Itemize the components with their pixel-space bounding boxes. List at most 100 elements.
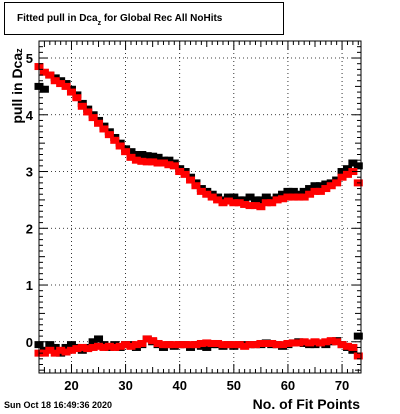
data-point-series-1 (283, 193, 293, 201)
data-point-series-1 (164, 161, 174, 169)
datestamp: Sun Oct 18 16:49:36 2020 (4, 400, 113, 410)
data-point-series-3 (353, 352, 363, 360)
data-point-series-1 (99, 125, 109, 133)
chart-title: Fitted pull in Dcaz for Global Rec All N… (17, 13, 223, 27)
data-point-series-3 (272, 341, 282, 349)
data-point-series-1 (137, 157, 147, 165)
data-point-series-0 (321, 180, 331, 188)
data-point-series-3 (131, 341, 141, 349)
y-tick-label: 5 (26, 51, 33, 66)
data-point-series-0 (245, 193, 255, 201)
data-points (34, 63, 363, 360)
data-point-series-2 (66, 341, 76, 349)
grid-lines (39, 41, 361, 373)
data-point-series-3 (99, 343, 109, 351)
data-point-series-3 (126, 342, 136, 350)
data-point-series-3 (83, 345, 93, 353)
data-point-series-1 (240, 200, 250, 208)
data-point-series-3 (229, 341, 239, 349)
data-point-series-3 (153, 339, 163, 347)
data-point-series-3 (158, 341, 168, 349)
data-point-series-1 (315, 187, 325, 195)
data-point-series-3 (45, 346, 55, 354)
y-axis-label: pull in Dcaz (9, 31, 25, 141)
chart-title-subscript: z (97, 20, 102, 27)
data-point-series-0 (137, 151, 147, 159)
chart-title-prefix: Fitted pull in Dca (17, 13, 98, 24)
data-point-series-1 (50, 77, 60, 85)
data-point-series-3 (234, 341, 244, 349)
data-point-series-3 (110, 343, 120, 351)
data-point-series-1 (250, 202, 260, 210)
data-point-series-3 (332, 338, 342, 346)
data-point-series-0 (310, 182, 320, 190)
data-point-series-3 (56, 346, 66, 354)
x-tick-label: 70 (335, 378, 349, 393)
x-axis-label: No. of Fit Points (252, 396, 360, 412)
data-point-series-3 (121, 341, 131, 349)
y-axis-label-subscript: z (14, 48, 24, 53)
data-point-series-1 (234, 199, 244, 207)
data-point-series-0 (223, 193, 233, 201)
data-point-series-1 (94, 119, 104, 127)
data-point-series-3 (250, 341, 260, 349)
data-point-series-3 (94, 342, 104, 350)
data-point-series-1 (218, 199, 228, 207)
data-point-series-1 (310, 187, 320, 195)
data-point-series-0 (39, 85, 49, 93)
data-point-series-1 (332, 179, 342, 187)
data-point-series-0 (148, 152, 158, 160)
data-point-series-1 (104, 131, 114, 139)
data-point-series-1 (153, 159, 163, 167)
data-point-series-1 (272, 196, 282, 204)
data-point-series-3 (321, 338, 331, 346)
data-point-series-3 (72, 345, 82, 353)
data-point-series-1 (186, 176, 196, 184)
data-point-series-1 (56, 80, 66, 88)
data-point-series-0 (131, 151, 141, 159)
data-point-series-0 (348, 159, 358, 167)
data-point-series-1 (256, 203, 266, 211)
data-point-series-0 (142, 152, 152, 160)
data-point-series-2 (50, 343, 60, 351)
data-point-series-0 (288, 187, 298, 195)
data-point-series-1 (121, 148, 131, 156)
data-point-series-3 (223, 341, 233, 349)
data-point-series-0 (305, 185, 315, 193)
data-point-series-1 (77, 102, 87, 110)
data-point-series-3 (104, 342, 114, 350)
data-point-series-1 (267, 199, 277, 207)
data-point-series-1 (175, 168, 185, 176)
data-point-series-1 (261, 199, 271, 207)
data-point-series-0 (261, 193, 271, 201)
data-point-series-3 (39, 349, 49, 357)
data-point-series-1 (131, 156, 141, 164)
data-point-series-1 (299, 193, 309, 201)
data-point-series-2 (45, 341, 55, 349)
data-point-series-1 (45, 71, 55, 79)
data-point-series-0 (256, 196, 266, 204)
data-point-series-1 (39, 68, 49, 76)
data-point-series-1 (72, 94, 82, 102)
data-point-series-1 (337, 173, 347, 181)
data-point-series-3 (305, 339, 315, 347)
data-point-series-1 (142, 158, 152, 166)
data-point-series-1 (294, 193, 304, 201)
x-tick-label: 50 (227, 378, 241, 393)
data-point-series-3 (191, 341, 201, 349)
data-point-series-3 (288, 339, 298, 347)
chart-title-box: Fitted pull in Dcaz for Global Rec All N… (4, 2, 284, 35)
data-point-series-1 (115, 142, 125, 150)
data-point-series-1 (207, 193, 217, 201)
data-point-series-3 (294, 339, 304, 347)
data-point-series-3 (186, 341, 196, 349)
data-point-series-3 (164, 341, 174, 349)
data-point-series-3 (207, 339, 217, 347)
data-point-series-2 (61, 343, 71, 351)
y-tick-label: 1 (26, 278, 33, 293)
data-point-series-0 (283, 187, 293, 195)
data-point-series-3 (115, 342, 125, 350)
chart-title-suffix: for Global Rec All NoHits (101, 13, 223, 24)
axes (38, 40, 362, 374)
data-point-series-3 (88, 343, 98, 351)
